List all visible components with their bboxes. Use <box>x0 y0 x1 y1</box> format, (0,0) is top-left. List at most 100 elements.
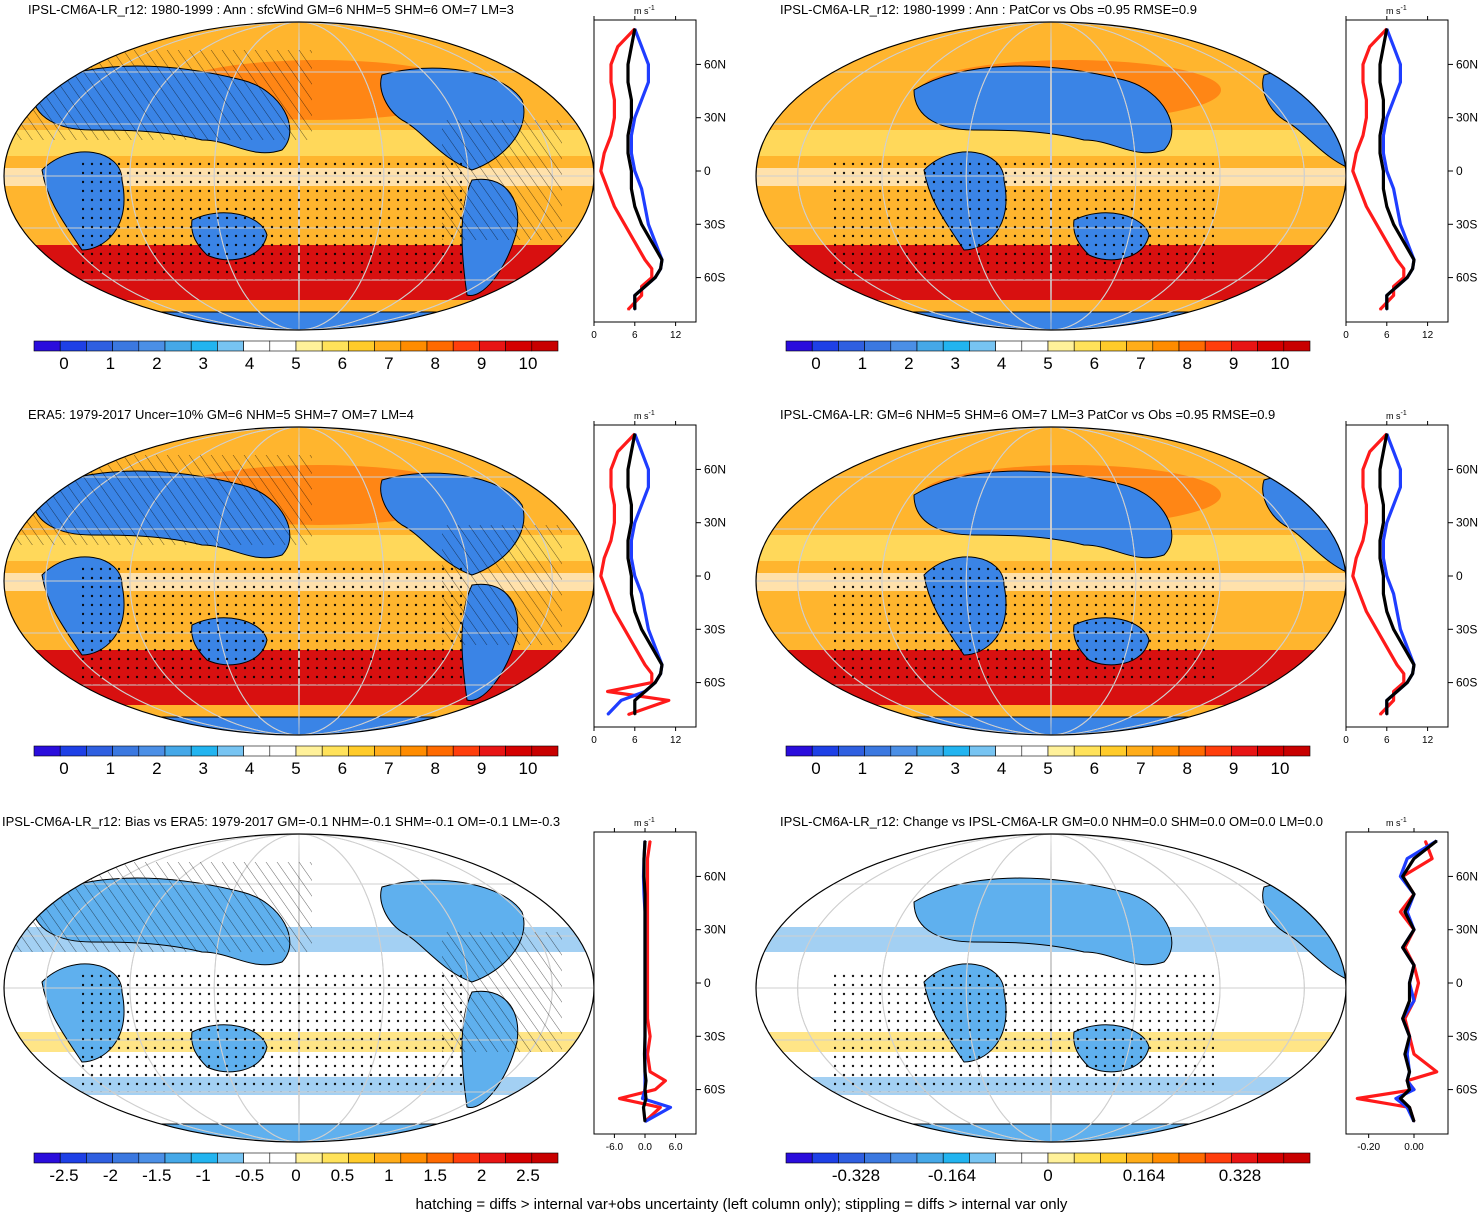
zonal-data-point <box>1365 610 1368 613</box>
zonal-data-point <box>644 664 646 666</box>
zonal-mean-plot: 60N 30N 0 30S 60S -0.20 0.00 m s-1 <box>1345 817 1478 1153</box>
panel-2: IPSL-CM6A-LR_r12: 1980-1999 : Ann : PatC… <box>752 0 1483 405</box>
zonal-data-point <box>651 681 653 684</box>
zonal-data-point <box>630 504 633 506</box>
zonal-units: m s-1 <box>634 817 655 828</box>
colorbar-swatch <box>269 1152 297 1164</box>
colorbar-label: 0 <box>811 354 820 373</box>
zonal-data-point <box>1392 450 1395 453</box>
zonal-mean-plot: 60N 30N 0 30S 60S 0 6 12 m s-1 <box>1343 410 1478 746</box>
zonal-data-point <box>1399 628 1402 631</box>
colorbar-label: 2 <box>477 1166 486 1185</box>
zonal-data-point <box>646 1053 649 1055</box>
zonal-data-point <box>644 893 646 895</box>
colorbar-swatch <box>811 745 839 757</box>
zonal-data-point <box>634 575 636 577</box>
zonal-data-point <box>1413 893 1415 895</box>
colorbar-swatch <box>1257 340 1285 352</box>
colorbar-swatch <box>1073 340 1101 352</box>
map-field <box>756 834 1346 1142</box>
colorbar-label: -1.5 <box>142 1166 171 1185</box>
colorbar-swatch <box>1231 745 1258 757</box>
zonal-data-point <box>1386 241 1388 243</box>
zonal-data-point <box>646 999 649 1002</box>
colorbar-label: 3 <box>950 759 959 778</box>
colorbar-label: 1 <box>384 1166 393 1185</box>
zonal-data-point <box>634 433 636 435</box>
zonal-data-point <box>1392 592 1395 595</box>
zonal-units: m s-1 <box>1386 5 1407 16</box>
zonal-data-point <box>641 1097 644 1100</box>
zonal-y-tick-label: 0 <box>704 976 711 990</box>
colorbar-swatch <box>295 745 323 757</box>
zonal-data-point <box>634 205 636 208</box>
zonal-data-point <box>640 285 643 288</box>
zonal-data-point <box>1386 205 1388 208</box>
zonal-data-point <box>603 557 605 560</box>
zonal-data-point <box>630 116 633 119</box>
zonal-data-point <box>644 690 646 693</box>
zonal-data-point <box>646 946 649 949</box>
colorbar-label: 6 <box>338 759 347 778</box>
zonal-data-point <box>1379 63 1381 66</box>
colorbar-swatch <box>33 745 61 757</box>
colorbar-swatch <box>995 340 1023 352</box>
zonal-data-point <box>606 592 609 595</box>
zonal-data-point <box>1382 592 1385 595</box>
zonal-data-point <box>634 294 636 297</box>
colorbar-swatch <box>400 1152 428 1164</box>
zonal-data-point <box>1413 1120 1415 1123</box>
colorbar-swatch <box>1100 1152 1127 1164</box>
zonal-data-point <box>644 1017 646 1020</box>
colorbar-swatch <box>995 745 1023 757</box>
zonal-x-tick-label: 6 <box>1384 330 1390 341</box>
zonal-x-tick-label: 12 <box>1422 735 1434 746</box>
colorbar-label: 2 <box>152 354 161 373</box>
colorbar-label: 0.164 <box>1123 1166 1166 1185</box>
zonal-data-point <box>1408 1071 1411 1073</box>
zonal-data-point <box>654 681 656 684</box>
zonal-y-tick-label: 60S <box>1456 271 1477 285</box>
colorbar-swatch <box>479 745 506 757</box>
zonal-data-point <box>627 63 629 66</box>
panel-1: IPSL-CM6A-LR_r12: 1980-1999 : Ann : sfcW… <box>0 0 735 405</box>
zonal-data-point <box>1401 1017 1404 1020</box>
colorbar-label: 0 <box>59 759 68 778</box>
zonal-data-point <box>1386 713 1388 716</box>
zonal-data-point <box>645 1097 647 1100</box>
zonal-data-point <box>649 1035 651 1038</box>
zonal-data-point <box>659 267 662 270</box>
zonal-x-tick-label: 6 <box>1384 735 1390 746</box>
colorbar-swatch <box>505 1152 533 1164</box>
zonal-data-point <box>627 557 629 560</box>
zonal-data-point <box>644 911 646 913</box>
colorbar-label: 0 <box>811 759 820 778</box>
zonal-data-point <box>630 134 633 137</box>
zonal-data-point <box>647 223 650 226</box>
colorbar-label: 10 <box>519 354 538 373</box>
zonal-data-point <box>1386 610 1388 613</box>
colorbar-swatch <box>426 1152 454 1164</box>
zonal-data-point <box>646 928 649 931</box>
zonal-data-point <box>1399 486 1402 488</box>
zonal-data-point <box>646 964 649 967</box>
zonal-data-point <box>651 646 653 648</box>
zonal-data-point <box>630 575 633 577</box>
colorbar-label: 8 <box>430 759 439 778</box>
colorbar-swatch <box>138 745 166 757</box>
zonal-data-point <box>644 610 646 613</box>
zonal-data-point <box>630 557 633 560</box>
zonal-data-point <box>1413 928 1415 931</box>
colorbar-swatch <box>452 745 480 757</box>
zonal-data-point <box>640 187 643 190</box>
colorbar-swatch <box>243 340 271 352</box>
zonal-data-point <box>651 241 653 243</box>
zonal-data-point <box>1379 557 1381 560</box>
zonal-y-tick-label: 0 <box>1456 164 1463 178</box>
zonal-data-point <box>1404 911 1406 913</box>
zonal-data-point <box>1392 223 1395 226</box>
zonal-y-tick-label: 60N <box>1456 462 1478 476</box>
zonal-data-point <box>630 592 633 595</box>
colorbar-label: 0 <box>1043 1166 1052 1185</box>
